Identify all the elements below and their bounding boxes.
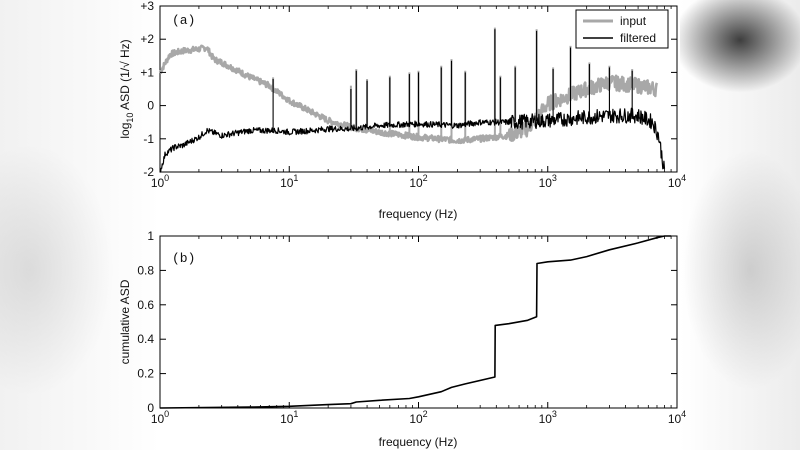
y-tick-label: 0 (147, 99, 154, 113)
legend: input filtered (575, 9, 669, 49)
panel-a-y-label-sub: 10 (125, 113, 135, 123)
x-tick-exp: 0 (164, 409, 169, 419)
y-tick-label: 0 (147, 401, 154, 415)
x-tick-exp: 2 (423, 409, 428, 419)
y-tick-label: +3 (140, 0, 154, 13)
y-tick-label: 0.2 (137, 367, 154, 381)
x-tick-label: 100 (151, 409, 169, 426)
legend-input-label: input (620, 14, 647, 28)
panel-b-series (159, 235, 672, 409)
panel-b-letter: (b) (172, 251, 195, 266)
legend-box (575, 9, 669, 49)
x-tick-exp: 4 (681, 173, 686, 183)
x-tick-label: 104 (668, 409, 686, 426)
panel-a-y-ticks: +3 +2 +1 0 -1 -2 (140, 0, 677, 179)
x-tick-base: 10 (280, 412, 294, 426)
panel-b-x-ticks: 100 101 102 103 104 (151, 236, 686, 426)
x-tick-label: 102 (409, 409, 427, 426)
panel-b-y-ticks: 0 0.2 0.4 0.6 0.8 1 (137, 229, 677, 415)
input-series-line (158, 44, 659, 145)
x-tick-base: 10 (668, 412, 682, 426)
x-tick-exp: 3 (552, 173, 557, 183)
x-tick-base: 10 (539, 412, 553, 426)
x-tick-label: 103 (539, 409, 557, 426)
panel-b-y-axis-label: cumulative ASD (118, 279, 132, 364)
y-tick-label: 1 (147, 229, 154, 243)
filtered-series-line (159, 107, 666, 173)
x-tick-base: 10 (409, 176, 423, 190)
y-tick-label: +1 (140, 65, 154, 79)
panel-b-x-axis-label: frequency (Hz) (379, 435, 458, 449)
x-tick-label: 102 (409, 173, 427, 190)
y-tick-label: -2 (143, 165, 154, 179)
panel-a-y-label-log: log (118, 123, 132, 139)
x-tick-label: 104 (668, 173, 686, 190)
x-tick-label: 103 (539, 173, 557, 190)
x-tick-exp: 4 (681, 409, 686, 419)
legend-filtered-label: filtered (620, 31, 656, 45)
y-tick-label: -1 (143, 132, 154, 146)
panel-b-frame (159, 235, 678, 409)
cumulative-asd-line (159, 235, 672, 409)
y-tick-label: 0.8 (137, 263, 154, 277)
x-tick-label: 101 (280, 173, 298, 190)
panel-a-x-axis-label: frequency (Hz) (379, 207, 458, 221)
x-tick-exp: 1 (293, 173, 298, 183)
y-tick-label: 0.4 (137, 332, 154, 346)
x-tick-base: 10 (151, 412, 165, 426)
y-tick-label: 0.6 (137, 298, 154, 312)
panel-a-letter: (a) (172, 13, 195, 28)
x-tick-exp: 3 (552, 409, 557, 419)
x-tick-base: 10 (151, 176, 165, 190)
x-tick-exp: 1 (293, 409, 298, 419)
x-tick-label: 101 (280, 409, 298, 426)
x-tick-exp: 0 (164, 173, 169, 183)
x-tick-base: 10 (280, 176, 294, 190)
panel-a: 100 101 102 103 104 +3+2+10-1-2 (a) frequenc… (118, 0, 686, 221)
panel-a-series (158, 27, 666, 173)
panel-b: 100 101 102 103 104 00.20.40.60.81 (b) frequ… (118, 229, 686, 449)
x-tick-exp: 2 (423, 173, 428, 183)
x-tick-label: 100 (151, 173, 169, 190)
x-tick-base: 10 (409, 412, 423, 426)
panel-a-y-axis-label: log10 ASD (1/√ Hz) (118, 39, 135, 138)
x-tick-base: 10 (668, 176, 682, 190)
y-tick-label: +2 (140, 32, 154, 46)
panel-a-y-label-rest: ASD (1/√ Hz) (118, 39, 132, 112)
x-tick-base: 10 (539, 176, 553, 190)
panel-a-x-ticks: 100 101 102 103 104 (151, 6, 686, 190)
